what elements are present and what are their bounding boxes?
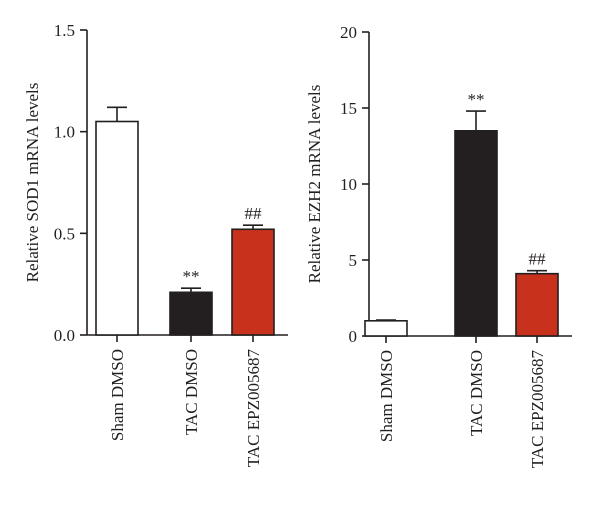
bar	[454, 130, 498, 337]
y-tick-label: 0.5	[54, 224, 75, 243]
y-tick-label: 0	[349, 327, 358, 346]
bar	[364, 319, 408, 337]
x-category-label: TAC DMSO	[182, 349, 201, 435]
y-tick-label: 15	[340, 99, 357, 118]
y-tick-label: 5	[349, 251, 358, 270]
chart-2: 0 5 10 15 20 Relative EZH2 mRNA levels Sham DM…	[305, 23, 572, 468]
x-category-label: TAC DMSO	[467, 350, 486, 436]
bar	[515, 272, 559, 337]
bar	[231, 228, 275, 336]
y-tick-label: 0.0	[54, 326, 75, 345]
x-category-label: Sham DMSO	[108, 349, 127, 441]
bar	[169, 291, 213, 336]
significance-label: ##	[529, 250, 547, 269]
y-tick-label: 20	[340, 23, 357, 42]
x-category-label: Sham DMSO	[377, 350, 396, 442]
x-category-label: TAC EPZ005687	[244, 349, 263, 468]
y-tick-label: 10	[340, 175, 357, 194]
y-tick-label: 1.5	[54, 21, 75, 40]
y-axis-title: Relative SOD1 mRNA levels	[23, 83, 42, 283]
significance-label: **	[468, 90, 485, 109]
bar	[95, 120, 139, 336]
y-axis-title: Relative EZH2 mRNA levels	[305, 85, 324, 284]
significance-label: ##	[245, 204, 263, 223]
significance-label: **	[183, 267, 200, 286]
chart-1: 0.0 0.5 1.0 1.5 Relative SOD1 mRNA levels Sha…	[23, 21, 288, 467]
y-tick-label: 1.0	[54, 123, 75, 142]
x-category-label: TAC EPZ005687	[528, 350, 547, 469]
